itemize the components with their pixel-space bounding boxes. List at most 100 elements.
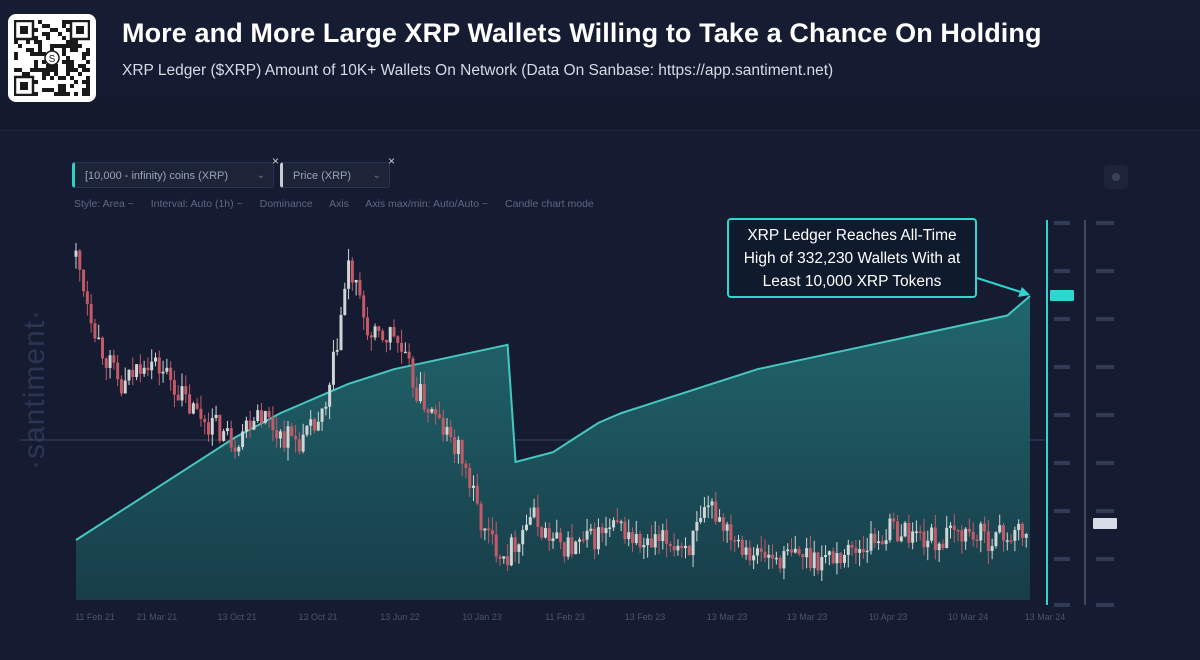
price-candle-body (930, 527, 934, 541)
qr-module (34, 64, 38, 68)
price-candle-body (767, 554, 771, 558)
price-candle-body (956, 530, 960, 532)
qr-module (30, 48, 34, 52)
price-candle-body (89, 303, 93, 324)
price-candle-body (324, 406, 328, 409)
qr-code[interactable]: S (8, 14, 96, 102)
qr-module (74, 68, 78, 72)
close-icon[interactable]: × (271, 154, 279, 168)
price-candle-body (808, 548, 812, 569)
setting-style[interactable]: Style: Area ~ (74, 198, 134, 210)
price-candle-body (146, 367, 150, 371)
wallets-current-badge (1050, 290, 1074, 301)
qr-module (62, 52, 66, 56)
qr-module (66, 64, 70, 68)
qr-module (70, 68, 74, 72)
x-tick-label: 13 Mar 23 (707, 612, 748, 622)
price-candle-body (952, 525, 956, 531)
price-candle-body (653, 534, 657, 548)
setting-axis[interactable]: Axis (329, 198, 349, 210)
price-candle-body (475, 485, 479, 504)
chevron-down-icon[interactable]: ⌄ (256, 170, 265, 181)
qr-module (38, 20, 42, 24)
qr-module (86, 92, 90, 96)
price-candle-body (536, 507, 540, 527)
qr-module (26, 72, 30, 76)
price-candle-body (755, 548, 759, 556)
qr-module (22, 72, 26, 76)
chart-options-button[interactable] (1104, 165, 1128, 189)
qr-module (42, 68, 46, 72)
qr-module (46, 72, 50, 76)
price-candle-body (157, 357, 161, 374)
price-candle-body (498, 556, 502, 559)
price-candle-body (589, 528, 593, 531)
price-candle-body (441, 417, 445, 435)
qr-module (66, 68, 70, 72)
price-candle-body (108, 355, 112, 368)
qr-module (42, 72, 46, 76)
qr-module (26, 40, 30, 44)
price-candle-body (737, 539, 740, 542)
price-candle-body (971, 531, 975, 540)
qr-module (62, 84, 66, 88)
qr-module (82, 56, 86, 60)
price-candle-body (225, 428, 229, 432)
price-candle-body (782, 551, 786, 569)
metric-chip-price[interactable]: Price (XRP) ⌄ × (280, 155, 395, 188)
price-candle-body (945, 527, 949, 549)
price-candle-body (574, 541, 578, 555)
price-candle-body (460, 439, 464, 464)
price-candle-body (396, 336, 400, 343)
setting-axis-range[interactable]: Axis max/min: Auto/Auto ~ (365, 198, 489, 210)
qr-module (66, 40, 70, 44)
qr-module (46, 32, 50, 36)
x-tick-label: 13 Oct 21 (298, 612, 337, 622)
price-candle-body (354, 279, 358, 283)
price-axis-tick-mark (1096, 603, 1114, 607)
qr-code-icon: S (14, 20, 90, 96)
price-candle-body (199, 408, 203, 419)
header: S More and More Large XRP Wallets Willin… (0, 0, 1200, 115)
metric-chip-wallets[interactable]: [10,000 - infinity) coins (XRP) ⌄ × (72, 155, 279, 188)
wallets-area-fill (76, 296, 1030, 600)
qr-module (18, 44, 22, 48)
price-candle-body (596, 527, 600, 550)
wallets-axis-tick-mark (1054, 269, 1070, 273)
wallets-axis-tick-mark (1054, 509, 1070, 513)
x-tick-label: 10 Apr 23 (869, 612, 908, 622)
price-candle-body (369, 335, 373, 338)
qr-module (78, 44, 82, 48)
price-candle-body (490, 530, 494, 535)
price-candle-body (623, 521, 627, 540)
price-candle-body (801, 554, 805, 558)
price-candle-body (150, 361, 154, 371)
price-candle-body (555, 532, 559, 539)
chevron-down-icon[interactable]: ⌄ (372, 170, 381, 181)
wallets-axis-tick-mark (1054, 557, 1070, 561)
price-candle-body (710, 501, 714, 506)
price-candle-body (1005, 540, 1009, 542)
price-candle-body (445, 426, 449, 435)
setting-interval[interactable]: Interval: Auto (1h) ~ (150, 198, 243, 210)
price-candle-body (472, 485, 475, 488)
price-candle-body (104, 358, 108, 368)
price-candle-body (119, 379, 123, 394)
price-candle-body (816, 552, 820, 571)
price-candle-body (343, 288, 347, 315)
price-candle-body (135, 364, 139, 378)
price-candle-body (1020, 523, 1024, 538)
qr-module (74, 44, 78, 48)
qr-module (66, 92, 70, 96)
qr-module (58, 88, 62, 92)
close-icon[interactable]: × (387, 154, 395, 168)
qr-module (50, 64, 54, 68)
setting-dominance[interactable]: Dominance (259, 198, 313, 210)
price-candle-body (142, 367, 146, 374)
price-candle-body (1013, 530, 1017, 541)
setting-candle-mode[interactable]: Candle chart mode (505, 198, 594, 210)
x-tick-label: 13 Mar 23 (787, 612, 828, 622)
price-candle-body (123, 380, 127, 394)
price-candle-body (335, 350, 339, 352)
price-candle-body (297, 439, 301, 452)
